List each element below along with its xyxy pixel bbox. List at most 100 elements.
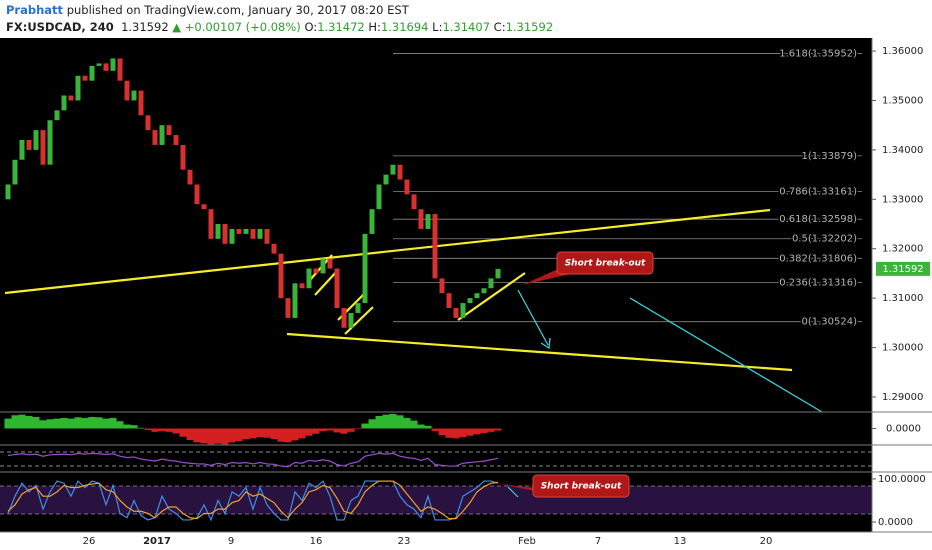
stoch-line [7, 480, 499, 522]
candle [320, 258, 326, 274]
histogram-bar [466, 428, 474, 436]
histogram-bar [165, 428, 173, 432]
candle [488, 278, 494, 289]
y-tick-label: 100.0000 [878, 474, 926, 485]
ohlc-key: L: [432, 20, 443, 34]
histogram-bar [242, 428, 250, 440]
candle [474, 293, 480, 299]
histogram-bar [46, 419, 54, 429]
candle [19, 140, 25, 160]
candle [404, 179, 410, 195]
candle [390, 164, 396, 175]
candle [229, 228, 235, 244]
histogram-bar [256, 428, 264, 438]
histogram-bar [494, 428, 502, 431]
fib-label: 0.236(1.31316) [779, 278, 857, 289]
trendline [457, 272, 526, 321]
arrow [507, 486, 519, 498]
arrow [517, 289, 549, 346]
histogram-bar [361, 423, 369, 429]
candle [173, 135, 179, 145]
histogram-bar [249, 428, 257, 439]
candle [355, 303, 361, 313]
trendline [286, 332, 793, 372]
author[interactable]: Prabhatt [6, 3, 64, 17]
ohlc-value: 1.31694 [380, 20, 429, 34]
y-tick-label: 1.29000 [882, 392, 923, 403]
candle [313, 268, 319, 274]
histogram-bar [11, 415, 19, 429]
histogram-bar [123, 424, 131, 429]
candle [75, 75, 81, 101]
histogram-bar [116, 421, 124, 429]
candle [194, 184, 200, 205]
candle [250, 228, 256, 239]
ohlc-key: C: [493, 20, 506, 34]
histogram-bar [39, 420, 47, 429]
candle [26, 140, 32, 150]
histogram-bar [95, 417, 103, 429]
candle [341, 308, 347, 328]
ohlc-value: 1.31592 [505, 20, 554, 34]
candle [89, 65, 95, 81]
histogram-bar [298, 428, 306, 439]
candle [299, 283, 305, 289]
histogram-bar [207, 428, 215, 445]
candle [271, 243, 277, 254]
candle [187, 169, 193, 185]
publish-line: Prabhatt published on TradingView.com, J… [6, 3, 409, 17]
last-price-box [876, 261, 930, 276]
fib-label: 0.382(1.31806) [779, 253, 857, 264]
histogram-bar [326, 428, 334, 431]
histogram-bar [221, 428, 229, 445]
candle [264, 228, 270, 244]
candle [96, 63, 102, 66]
histogram-bar [354, 428, 362, 430]
candle [180, 144, 186, 170]
histogram-bar [81, 417, 89, 429]
histogram-bar [74, 417, 82, 429]
x-tick-label: 16 [310, 536, 323, 547]
ohlc-value: 1.31472 [317, 20, 365, 34]
histogram-bar [459, 428, 467, 438]
histogram-bar [347, 428, 355, 432]
histogram-bar [291, 428, 299, 441]
candle [418, 209, 424, 229]
y-tick-label: 1.30000 [882, 343, 923, 354]
fib-label: 1.618(1.35952) [779, 48, 857, 59]
x-tick-label: Feb [518, 536, 536, 547]
candle [425, 214, 431, 229]
ohlc-key: H: [368, 20, 381, 34]
candle [103, 63, 109, 71]
histogram-bar [186, 428, 194, 441]
fib-label: 0.786(1.33161) [779, 186, 857, 197]
fib-label: 0.5(1.32202) [792, 234, 857, 245]
candle [327, 258, 333, 269]
histogram-bar [137, 427, 145, 429]
x-tick-label: 2017 [143, 536, 171, 547]
candle [334, 268, 340, 309]
trendline [4, 208, 771, 295]
y-tick-label: 0.0000 [878, 517, 913, 528]
candle [243, 228, 249, 234]
candle [124, 80, 130, 101]
histogram-bar [235, 428, 243, 442]
histogram-bar [389, 413, 397, 429]
y-tick-label: 1.31000 [882, 293, 923, 304]
rsi-line [7, 452, 499, 468]
candle [222, 224, 228, 244]
candle [467, 298, 473, 304]
histogram-bar [4, 418, 12, 429]
histogram-bar [438, 428, 446, 436]
histogram-bar [130, 425, 138, 429]
candle [110, 58, 116, 71]
price: 1.31592 [121, 20, 169, 34]
callout-text: Short break-out [541, 482, 622, 492]
candle [5, 184, 11, 200]
histogram-bar [368, 419, 376, 429]
callout [556, 251, 654, 275]
histogram-bar [25, 415, 33, 429]
candle [145, 115, 151, 131]
plot-bg [0, 38, 872, 532]
candle [166, 125, 172, 136]
